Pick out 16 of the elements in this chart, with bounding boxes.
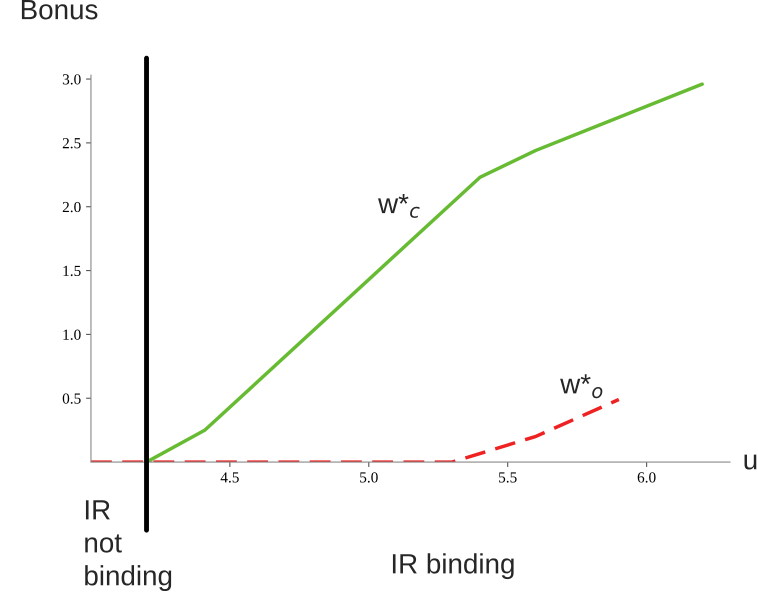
x-tick-label: 5.5 bbox=[499, 472, 517, 483]
x-tick-label: 5.0 bbox=[360, 472, 378, 483]
y-tick-label: 3.0 bbox=[62, 74, 81, 85]
y-tick-label: 0.5 bbox=[62, 393, 81, 404]
x-tick-label: 4.5 bbox=[220, 472, 239, 483]
x-tick-label: 6.0 bbox=[638, 472, 656, 483]
y-tick-label: 2.0 bbox=[62, 202, 81, 212]
y-axis-title: Bonus bbox=[22, 0, 98, 20]
x-axis-title: u bbox=[744, 454, 756, 470]
y-tick-label: 2.5 bbox=[62, 138, 81, 148]
text: IR binding bbox=[392, 553, 514, 580]
annotation: w*$_{c}$ bbox=[378, 194, 420, 218]
annotation: w*$_{o}$ bbox=[560, 374, 602, 398]
text: IR not binding bbox=[85, 500, 172, 592]
y-tick-label: 1.5 bbox=[63, 266, 81, 276]
y-tick-label: 1.0 bbox=[63, 330, 81, 340]
